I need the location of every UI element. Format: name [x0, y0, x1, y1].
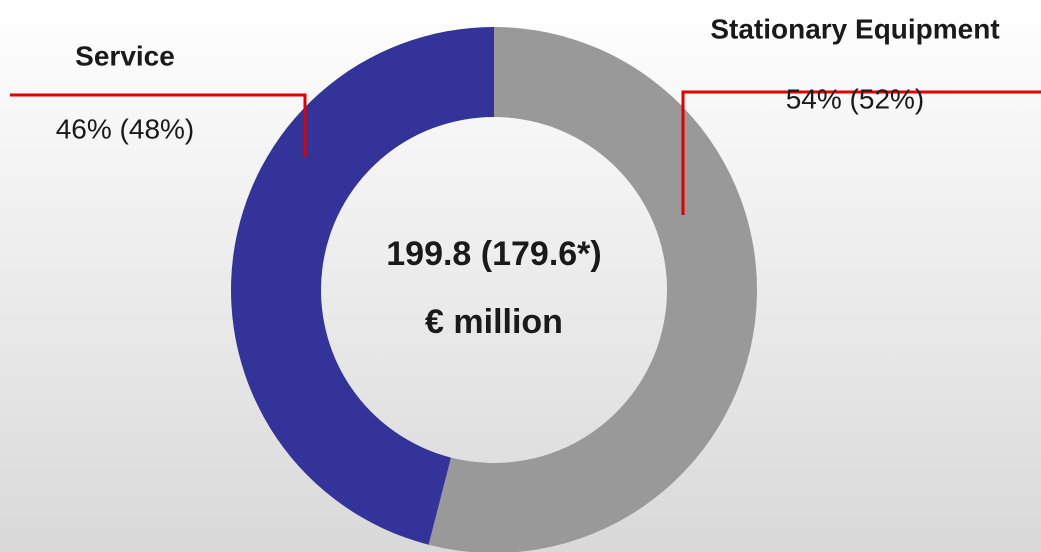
donut-segment	[231, 27, 494, 545]
value-label: 54% (52%)	[786, 83, 925, 114]
leader-line	[10, 93, 307, 157]
center-text: € million	[425, 303, 563, 341]
donut	[231, 27, 758, 552]
value-label: 46% (48%)	[56, 113, 195, 144]
donut-segment	[428, 27, 758, 552]
category-label: Service	[75, 40, 175, 71]
category-label: Stationary Equipment	[710, 13, 999, 44]
center-text: 199.8 (179.6*)	[386, 235, 602, 273]
leader-line	[681, 90, 1041, 215]
